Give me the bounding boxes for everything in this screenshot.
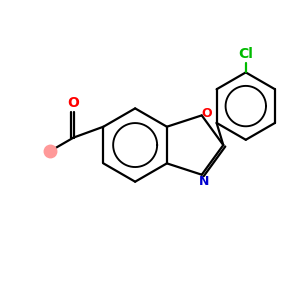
Text: N: N <box>199 175 209 188</box>
Text: Cl: Cl <box>238 46 253 61</box>
Text: O: O <box>201 107 212 120</box>
Text: O: O <box>68 96 80 110</box>
